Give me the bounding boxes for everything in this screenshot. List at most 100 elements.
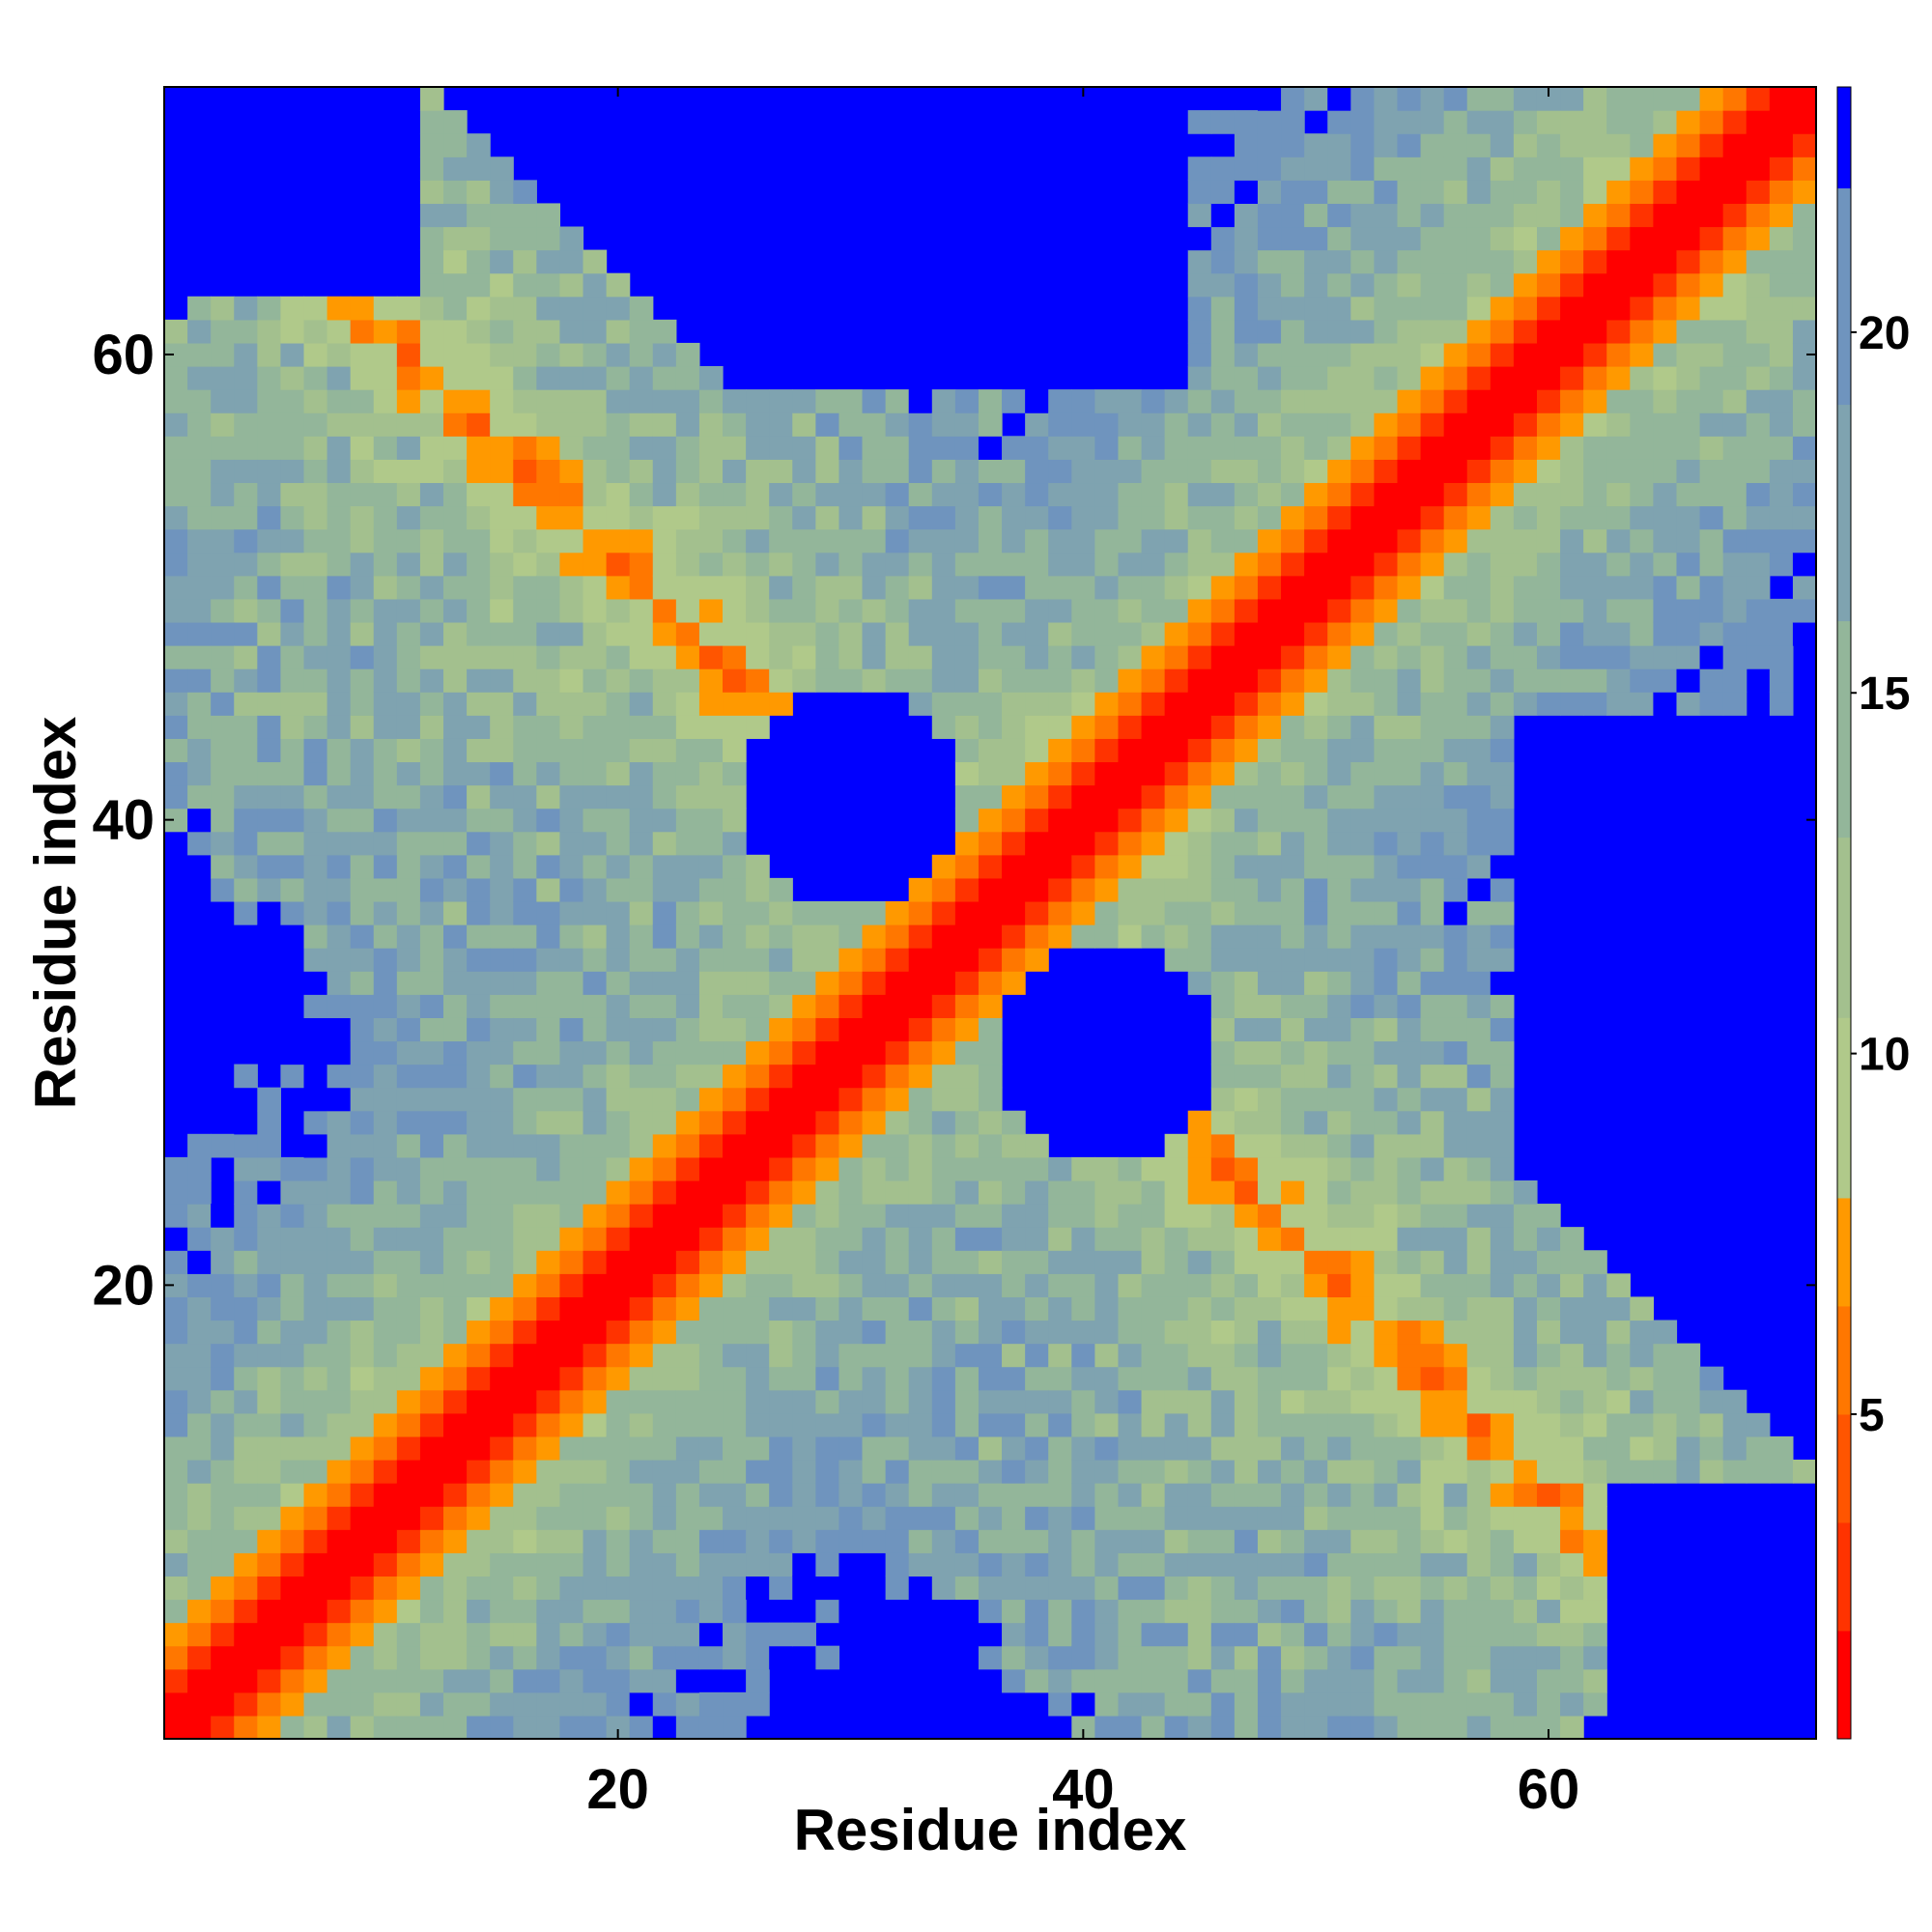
- heatmap-cell: [838, 436, 864, 460]
- heatmap-cell: [1722, 412, 1747, 437]
- heatmap-cell: [746, 505, 770, 530]
- heatmap-cell: [1560, 528, 1584, 554]
- heatmap-cell: [1746, 272, 1771, 298]
- heatmap-cell: [815, 1389, 840, 1414]
- heatmap-cell: [1025, 505, 1049, 530]
- heatmap-cell: [582, 1412, 608, 1437]
- heatmap-cell: [467, 203, 491, 228]
- heatmap-cell: [373, 296, 398, 321]
- heatmap-cell: [954, 1320, 980, 1345]
- heatmap-cell: [187, 505, 212, 530]
- heatmap-cell: [931, 598, 956, 623]
- heatmap-cell: [211, 598, 235, 623]
- heatmap-cell: [490, 1668, 514, 1693]
- heatmap-cell: [350, 738, 375, 763]
- heatmap-cell: [513, 226, 537, 251]
- heatmap-cell: [769, 1179, 793, 1205]
- heatmap-cell: [629, 1250, 654, 1274]
- heatmap-cell: [954, 1343, 980, 1368]
- heatmap-cell: [1210, 1250, 1236, 1274]
- heatmap-cell: [652, 389, 677, 413]
- heatmap-cell: [1048, 1668, 1072, 1693]
- heatmap-cell: [280, 1389, 305, 1414]
- heatmap-cell: [419, 482, 444, 507]
- heatmap-cell: [490, 272, 514, 298]
- heatmap-cell: [396, 412, 421, 437]
- heatmap-cell: [838, 1179, 864, 1205]
- heatmap-cell: [1653, 621, 1678, 646]
- heatmap-cell: [1466, 110, 1492, 134]
- heatmap-cell: [1257, 854, 1282, 879]
- heatmap-cell: [582, 1087, 608, 1112]
- heatmap-cell: [559, 1087, 584, 1112]
- heatmap-cell: [443, 319, 468, 344]
- heatmap-cell: [815, 1599, 840, 1624]
- heatmap-cell: [954, 1204, 980, 1228]
- heatmap-cell: [1420, 1366, 1445, 1391]
- heatmap-cell: [1374, 110, 1399, 134]
- heatmap-cell: [1118, 575, 1143, 600]
- heatmap-cell: [1466, 831, 1492, 856]
- heatmap-cell: [257, 1412, 282, 1437]
- heatmap-cell: [1234, 1552, 1259, 1577]
- heatmap-cell: [838, 1389, 864, 1414]
- heatmap-cell: [1536, 1227, 1561, 1251]
- heatmap-cell: [792, 389, 816, 413]
- heatmap-cell: [1653, 1320, 1678, 1345]
- heatmap-cell: [513, 1250, 537, 1274]
- heatmap-cell: [746, 948, 770, 972]
- heatmap-cell: [1350, 1435, 1375, 1461]
- heatmap-cell: [931, 715, 956, 739]
- heatmap-cell: [327, 994, 352, 1018]
- heatmap-cell: [723, 1691, 747, 1717]
- heatmap-cell: [1141, 1483, 1166, 1507]
- heatmap-cell: [350, 505, 375, 530]
- heatmap-cell: [769, 1133, 793, 1158]
- heatmap-cell: [862, 1506, 887, 1530]
- heatmap-cell: [629, 1576, 654, 1601]
- heatmap-cell: [1466, 1412, 1492, 1437]
- heatmap-cell: [1583, 552, 1607, 577]
- heatmap-cell: [1210, 761, 1236, 786]
- heatmap-cell: [1002, 1250, 1026, 1274]
- heatmap-cell: [1397, 1250, 1422, 1274]
- heatmap-cell: [467, 1110, 491, 1135]
- heatmap-cell: [303, 366, 328, 390]
- heatmap-cell: [187, 1179, 212, 1205]
- heatmap-cell: [1722, 342, 1747, 367]
- heatmap-cell: [443, 1483, 468, 1507]
- heatmap-cell: [629, 1435, 654, 1461]
- heatmap-cell: [1094, 831, 1120, 856]
- heatmap-cell: [1210, 1435, 1236, 1461]
- heatmap-cell: [629, 808, 654, 833]
- heatmap-cell: [1025, 1483, 1049, 1507]
- heatmap-cell: [862, 412, 887, 437]
- heatmap-cell: [164, 552, 188, 577]
- heatmap-cell: [1164, 831, 1189, 856]
- heatmap-cell: [652, 1576, 677, 1601]
- heatmap-cell: [652, 459, 677, 484]
- heatmap-cell: [1606, 1459, 1631, 1484]
- heatmap-cell: [1536, 668, 1561, 693]
- heatmap-cell: [908, 1017, 933, 1042]
- heatmap-cell: [1513, 1296, 1538, 1321]
- heatmap-cell: [978, 1296, 1003, 1321]
- heatmap-cell: [1466, 1110, 1492, 1135]
- heatmap-cell: [978, 1599, 1003, 1624]
- heatmap-cell: [1630, 528, 1654, 554]
- heatmap-cell: [629, 319, 654, 344]
- heatmap-cell: [419, 1296, 444, 1321]
- heatmap-cell: [1257, 1529, 1282, 1553]
- heatmap-cell: [1420, 1645, 1445, 1670]
- heatmap-cell: [1257, 1483, 1282, 1507]
- heatmap-cell: [838, 1506, 864, 1530]
- heatmap-cell: [443, 1389, 468, 1414]
- heatmap-cell: [1397, 1668, 1422, 1693]
- heatmap-cell: [490, 1389, 514, 1414]
- heatmap-cell: [1374, 505, 1399, 530]
- heatmap-cell: [1583, 1250, 1607, 1274]
- heatmap-cell: [1699, 296, 1724, 321]
- heatmap-cell: [280, 1552, 305, 1577]
- heatmap-cell: [536, 482, 561, 507]
- heatmap-cell: [652, 761, 677, 786]
